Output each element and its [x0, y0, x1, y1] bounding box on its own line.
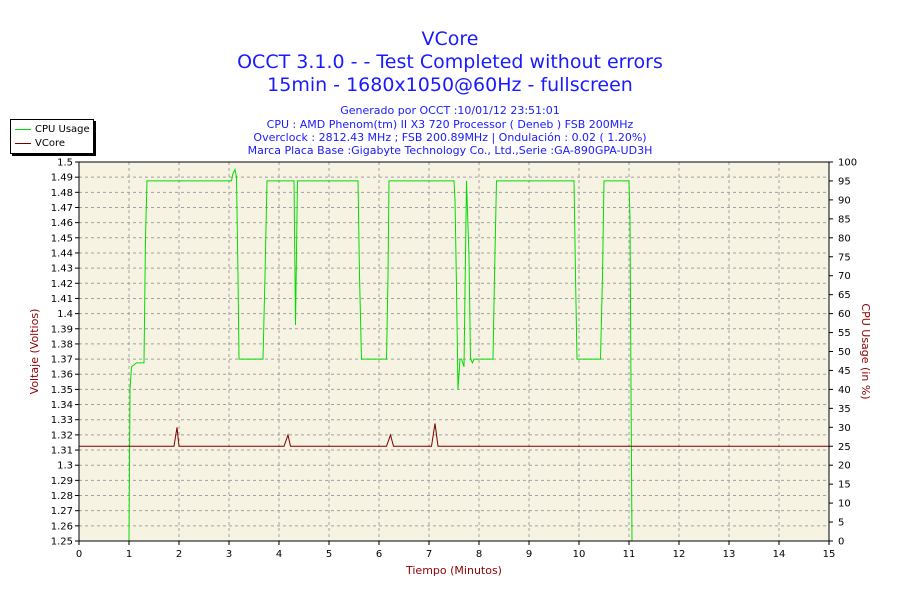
- y-left-tick-label: 1.38: [51, 339, 73, 350]
- legend-swatch-vcore: [15, 142, 31, 144]
- x-tick-label: 1: [126, 549, 132, 560]
- y-left-tick-label: 1.39: [51, 324, 73, 335]
- x-tick-label: 9: [526, 549, 532, 560]
- y-left-tick-label: 1.47: [51, 203, 73, 214]
- x-tick-label: 5: [326, 549, 332, 560]
- generated-info: Generado por OCCT :10/01/12 23:51:01: [340, 104, 560, 117]
- y-left-tick-label: 1.45: [51, 233, 73, 244]
- x-tick-label: 4: [276, 549, 282, 560]
- x-tick-label: 0: [76, 549, 82, 560]
- y-right-tick-label: 55: [838, 328, 851, 339]
- y-right-tick-label: 15: [838, 480, 851, 491]
- y-right-tick-label: 30: [838, 423, 851, 434]
- y-left-tick-label: 1.5: [57, 158, 73, 169]
- x-tick-label: 2: [176, 549, 182, 560]
- x-tick-label: 8: [476, 549, 482, 560]
- y-right-tick-label: 40: [838, 385, 851, 396]
- y-right-tick-label: 50: [838, 347, 851, 358]
- legend-swatch-cpu-usage: [15, 128, 31, 130]
- y-right-tick-label: 25: [838, 442, 851, 453]
- y-left-axis-title: Voltaje (Voltios): [28, 309, 41, 395]
- y-left-tick-label: 1.28: [51, 491, 73, 502]
- y-right-tick-label: 0: [838, 537, 844, 548]
- y-left-tick-label: 1.37: [51, 355, 73, 366]
- overclock-info: Overclock : 2812.43 MHz ; FSB 200.89MHz …: [253, 131, 647, 144]
- y-right-axis-title: CPU Usage (in %): [859, 303, 872, 399]
- y-left-tick-label: 1.25: [51, 537, 73, 548]
- y-left-tick-label: 1.32: [51, 430, 73, 441]
- x-tick-label: 6: [376, 549, 382, 560]
- plot-area: [79, 162, 829, 541]
- y-left-tick-label: 1.44: [51, 248, 73, 259]
- y-right-tick-label: 35: [838, 404, 851, 415]
- y-right-tick-label: 100: [838, 158, 857, 169]
- y-left-tick-label: 1.49: [51, 173, 73, 184]
- legend-label-vcore: VCore: [35, 138, 65, 149]
- y-right-tick-label: 85: [838, 214, 851, 225]
- y-right-tick-label: 5: [838, 518, 844, 529]
- y-left-tick-label: 1.41: [51, 294, 73, 305]
- y-right-tick-label: 60: [838, 309, 851, 320]
- y-left-tick-label: 1.4: [57, 309, 73, 320]
- x-tick-label: 12: [673, 549, 686, 560]
- y-right-tick-label: 95: [838, 176, 851, 187]
- legend-label-cpu-usage: CPU Usage: [35, 124, 90, 135]
- chart-subtitle: OCCT 3.1.0 - - Test Completed without er…: [237, 51, 663, 73]
- series-line-vcore: [79, 423, 829, 447]
- y-left-tick-label: 1.26: [51, 521, 73, 532]
- y-left-tick-label: 1.42: [51, 279, 73, 290]
- y-right-tick-label: 70: [838, 271, 851, 282]
- y-right-tick-label: 75: [838, 252, 851, 263]
- x-tick-label: 3: [226, 549, 232, 560]
- y-left-tick-label: 1.31: [51, 446, 73, 457]
- x-tick-label: 15: [823, 549, 836, 560]
- y-right-tick-label: 10: [838, 499, 851, 510]
- x-tick-label: 11: [623, 549, 636, 560]
- chart-title: VCore: [421, 28, 479, 50]
- board-info: Marca Placa Base :Gigabyte Technology Co…: [247, 144, 653, 157]
- x-tick-label: 10: [573, 549, 586, 560]
- y-left-tick-label: 1.33: [51, 415, 73, 426]
- y-right-tick-label: 20: [838, 461, 851, 472]
- y-left-tick-label: 1.46: [51, 218, 73, 229]
- y-right-tick-label: 45: [838, 366, 851, 377]
- y-left-tick-label: 1.43: [51, 264, 73, 275]
- legend-item-cpu-usage: CPU Usage: [15, 123, 90, 136]
- legend-item-vcore: VCore: [15, 137, 65, 150]
- y-right-tick-label: 65: [838, 290, 851, 301]
- y-left-tick-label: 1.27: [51, 506, 73, 517]
- y-left-tick-label: 1.36: [51, 370, 73, 381]
- y-right-tick-label: 90: [838, 195, 851, 206]
- x-tick-label: 13: [723, 549, 736, 560]
- x-tick-label: 7: [426, 549, 432, 560]
- y-left-tick-label: 1.34: [51, 400, 73, 411]
- chart-subtitle-resolution: 15min - 1680x1050@60Hz - fullscreen: [267, 74, 633, 96]
- y-left-tick-label: 1.35: [51, 385, 73, 396]
- chart-legend: CPU Usage VCore: [10, 119, 94, 154]
- x-axis-title: Tiempo (Minutos): [405, 564, 502, 577]
- y-left-tick-label: 1.48: [51, 188, 73, 199]
- y-left-tick-label: 1.3: [57, 461, 73, 472]
- cpu-info: CPU : AMD Phenom(tm) II X3 720 Processor…: [266, 118, 634, 131]
- y-left-tick-label: 1.29: [51, 476, 73, 487]
- x-tick-label: 14: [773, 549, 786, 560]
- series-line-cpu-usage: [128, 168, 633, 542]
- y-right-tick-label: 80: [838, 233, 851, 244]
